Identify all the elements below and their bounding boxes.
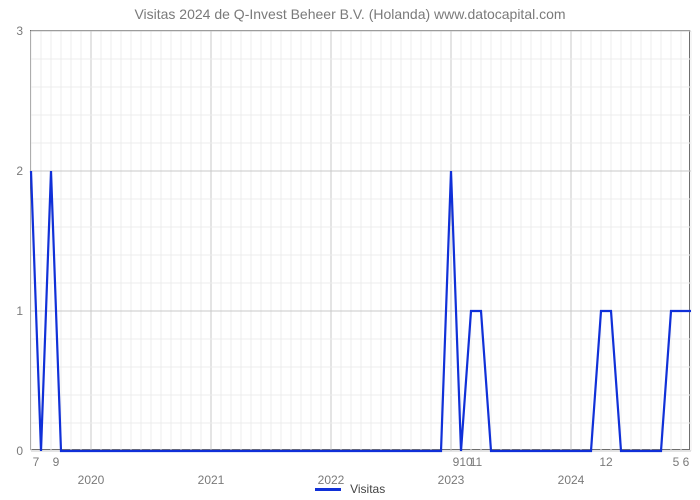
plot-area: 01237991011125620202021202220232024 bbox=[30, 30, 690, 450]
x-tick-label: 7 bbox=[33, 449, 40, 469]
y-tick-label: 2 bbox=[16, 164, 31, 178]
x-tick-label: 12 bbox=[599, 449, 612, 469]
y-tick-label: 1 bbox=[16, 304, 31, 318]
y-tick-label: 0 bbox=[16, 444, 31, 458]
chart-title: Visitas 2024 de Q-Invest Beheer B.V. (Ho… bbox=[0, 6, 700, 22]
x-tick-label: 6 bbox=[683, 449, 690, 469]
x-tick-label: 5 bbox=[673, 449, 680, 469]
x-tick-label: 9 bbox=[53, 449, 60, 469]
visits-chart: Visitas 2024 de Q-Invest Beheer B.V. (Ho… bbox=[0, 0, 700, 500]
legend-label: Visitas bbox=[350, 482, 385, 496]
x-tick-label: 11 bbox=[470, 449, 482, 469]
y-tick-label: 3 bbox=[16, 24, 31, 38]
chart-legend: Visitas bbox=[0, 481, 700, 496]
legend-swatch bbox=[315, 488, 341, 491]
